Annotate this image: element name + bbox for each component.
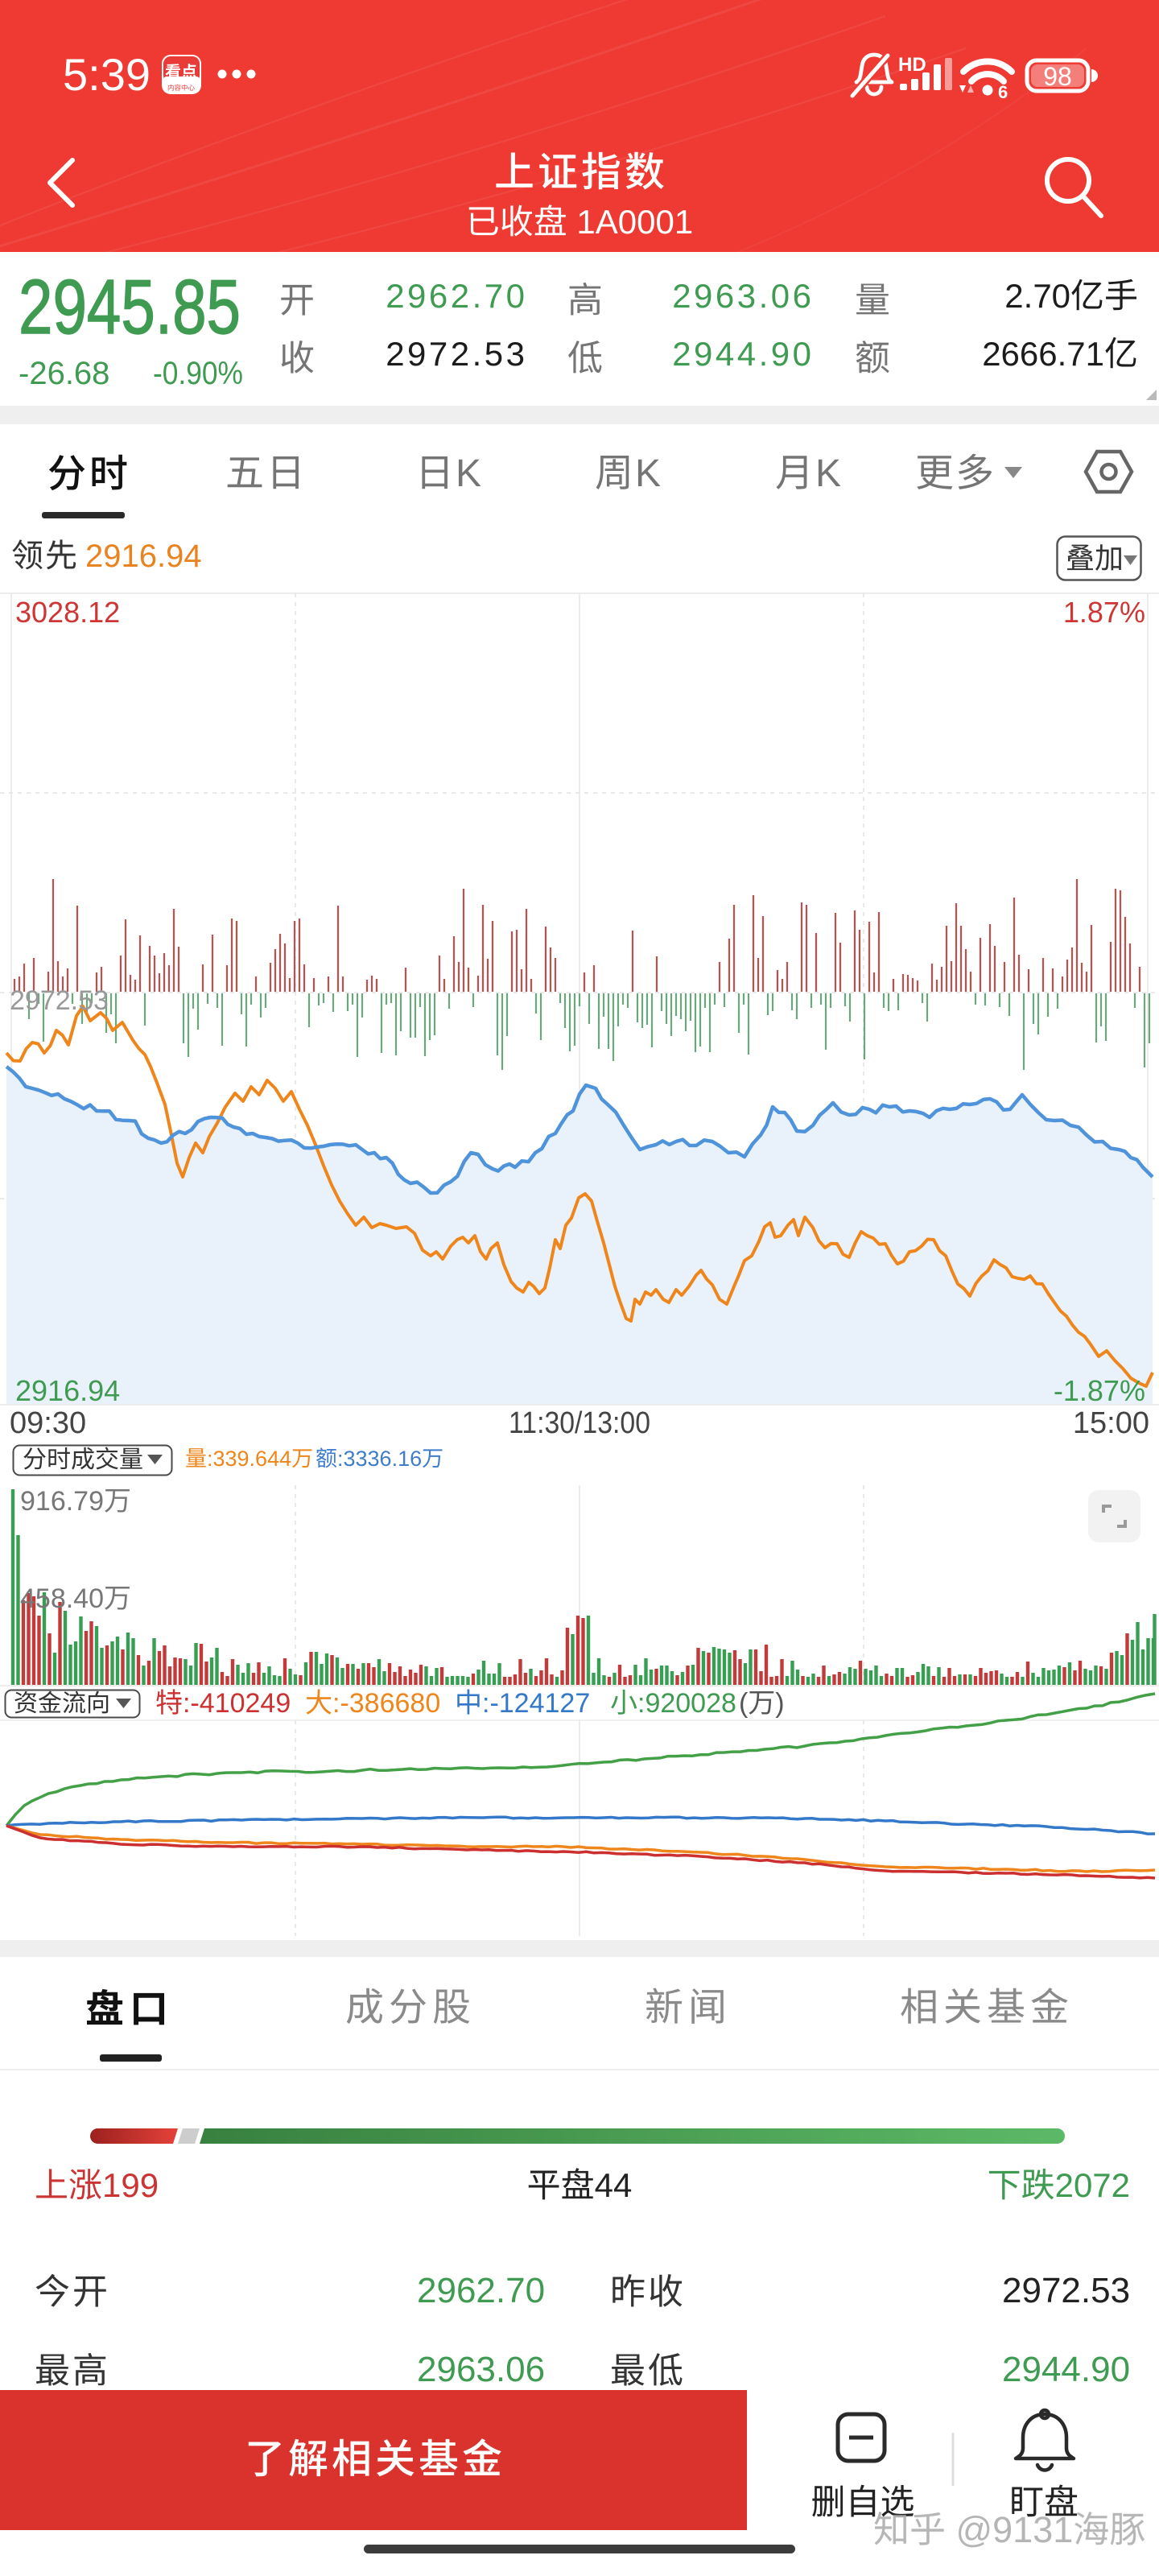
svg-text::-386680: :-386680 — [332, 1688, 440, 1719]
svg-text:K: K — [456, 452, 483, 495]
svg-text:2916.94: 2916.94 — [15, 1374, 120, 1407]
svg-text:3028.12: 3028.12 — [15, 596, 120, 629]
svg-text:199: 199 — [102, 2166, 159, 2204]
svg-text:98: 98 — [1043, 62, 1072, 91]
svg-text:2944.90: 2944.90 — [672, 335, 814, 373]
svg-text:-26.68: -26.68 — [19, 356, 109, 391]
svg-text:916.79: 916.79 — [20, 1486, 104, 1517]
svg-text:5:39: 5:39 — [63, 49, 151, 100]
svg-text:458.40: 458.40 — [20, 1583, 104, 1614]
svg-text:6: 6 — [998, 82, 1008, 102]
svg-text:09:30: 09:30 — [10, 1406, 86, 1440]
svg-text:44: 44 — [595, 2166, 633, 2204]
svg-text:2.70: 2.70 — [1004, 277, 1070, 315]
svg-text:2945.85: 2945.85 — [19, 264, 241, 350]
svg-text::339.644: :339.644 — [207, 1447, 291, 1471]
svg-text:2963.06: 2963.06 — [672, 277, 814, 315]
svg-text:2072: 2072 — [1055, 2166, 1130, 2204]
svg-text:K: K — [815, 452, 843, 495]
svg-text:11:30/13:00: 11:30/13:00 — [509, 1406, 650, 1440]
svg-text:15:00: 15:00 — [1073, 1406, 1149, 1440]
svg-text:-1.87%: -1.87% — [1054, 1374, 1145, 1407]
svg-text::-410249: :-410249 — [183, 1688, 291, 1719]
svg-text:(: ( — [739, 1688, 749, 1719]
svg-text:2972.53: 2972.53 — [1002, 2271, 1130, 2310]
svg-text:1.87%: 1.87% — [1063, 596, 1145, 629]
svg-text:): ) — [775, 1688, 784, 1719]
svg-text:2972.53: 2972.53 — [10, 985, 109, 1016]
svg-text::920028: :920028 — [637, 1688, 736, 1719]
svg-text:K: K — [635, 452, 662, 495]
svg-text:-0.90%: -0.90% — [153, 356, 243, 391]
svg-text:2962.70: 2962.70 — [417, 2271, 545, 2310]
svg-text::3336.16: :3336.16 — [337, 1447, 422, 1471]
svg-text:1A0001: 1A0001 — [576, 203, 693, 241]
svg-text:2972.53: 2972.53 — [386, 335, 527, 373]
svg-text:2666.71: 2666.71 — [982, 335, 1104, 373]
svg-text:2962.70: 2962.70 — [386, 277, 527, 315]
svg-text:@9131: @9131 — [956, 2509, 1074, 2550]
svg-text:2963.06: 2963.06 — [417, 2350, 545, 2389]
svg-text::-124127: :-124127 — [482, 1688, 590, 1719]
svg-text:HD: HD — [898, 54, 926, 76]
svg-text:2916.94: 2916.94 — [85, 539, 202, 574]
svg-text:2944.90: 2944.90 — [1002, 2350, 1130, 2389]
